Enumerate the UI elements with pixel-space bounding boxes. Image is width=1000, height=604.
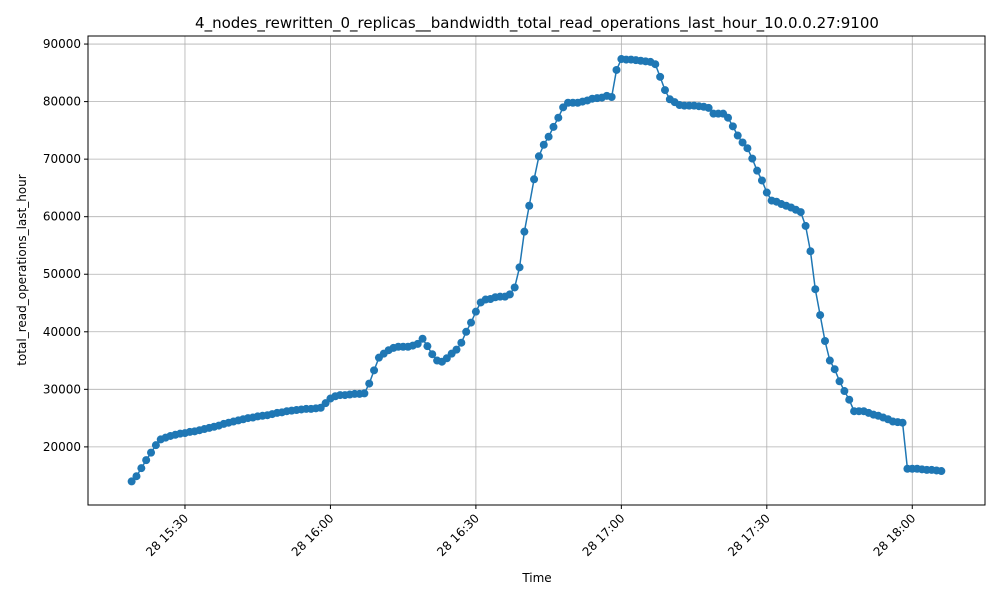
y-tick-label: 60000 [43, 210, 81, 224]
marker [428, 350, 437, 359]
marker [753, 166, 762, 175]
marker [554, 113, 563, 122]
marker [418, 334, 427, 343]
marker [510, 283, 519, 292]
marker [137, 464, 146, 473]
plot-frame [87, 35, 986, 506]
marker [840, 387, 849, 396]
marker [898, 418, 907, 427]
marker [534, 152, 543, 161]
marker [801, 221, 810, 230]
marker [520, 227, 529, 236]
marker [816, 311, 825, 320]
marker [835, 377, 844, 386]
y-tick-label: 50000 [43, 267, 81, 281]
marker [505, 290, 514, 299]
marker [845, 395, 854, 404]
marker [452, 345, 461, 354]
marker [724, 113, 733, 122]
marker [733, 131, 742, 140]
marker [743, 144, 752, 153]
marker [151, 441, 160, 450]
marker [132, 472, 141, 481]
plot [127, 55, 946, 486]
marker [656, 72, 665, 81]
marker [360, 389, 369, 398]
marker [457, 338, 466, 347]
y-tick-label: 40000 [43, 325, 81, 339]
marker [549, 122, 558, 131]
x-axis-label: Time [521, 571, 551, 585]
marker [757, 176, 766, 185]
marker [820, 336, 829, 345]
marker [762, 188, 771, 197]
marker [607, 92, 616, 101]
marker [738, 138, 747, 147]
marker [515, 263, 524, 272]
y-tick-label: 20000 [43, 440, 81, 454]
marker [825, 356, 834, 365]
y-tick-label: 30000 [43, 382, 81, 396]
marker [462, 327, 471, 336]
marker [370, 366, 379, 375]
marker [142, 456, 151, 465]
y-axis-label: total_read_operations_last_hour [15, 174, 29, 366]
marker [413, 339, 422, 348]
marker [530, 175, 539, 184]
marker [660, 86, 669, 95]
chart-title: 4_nodes_rewritten_0_replicas__bandwidth_… [195, 14, 879, 33]
marker [467, 318, 476, 327]
marker [471, 307, 480, 316]
marker [937, 467, 946, 476]
y-tick-label: 80000 [43, 95, 81, 109]
marker [365, 379, 374, 388]
marker [525, 201, 534, 210]
y-tick-label: 70000 [43, 152, 81, 166]
marker [147, 448, 156, 457]
marker [728, 122, 737, 131]
y-tick-label: 90000 [43, 37, 81, 51]
marker [806, 247, 815, 256]
marker [127, 477, 136, 486]
marker [748, 154, 757, 163]
marker [651, 60, 660, 69]
marker [811, 285, 820, 294]
marker [612, 65, 621, 74]
marker [796, 208, 805, 217]
marker [544, 132, 553, 141]
marker [539, 140, 548, 149]
marker [704, 103, 713, 112]
marker [423, 342, 432, 351]
grid [88, 36, 985, 505]
marker [830, 365, 839, 374]
